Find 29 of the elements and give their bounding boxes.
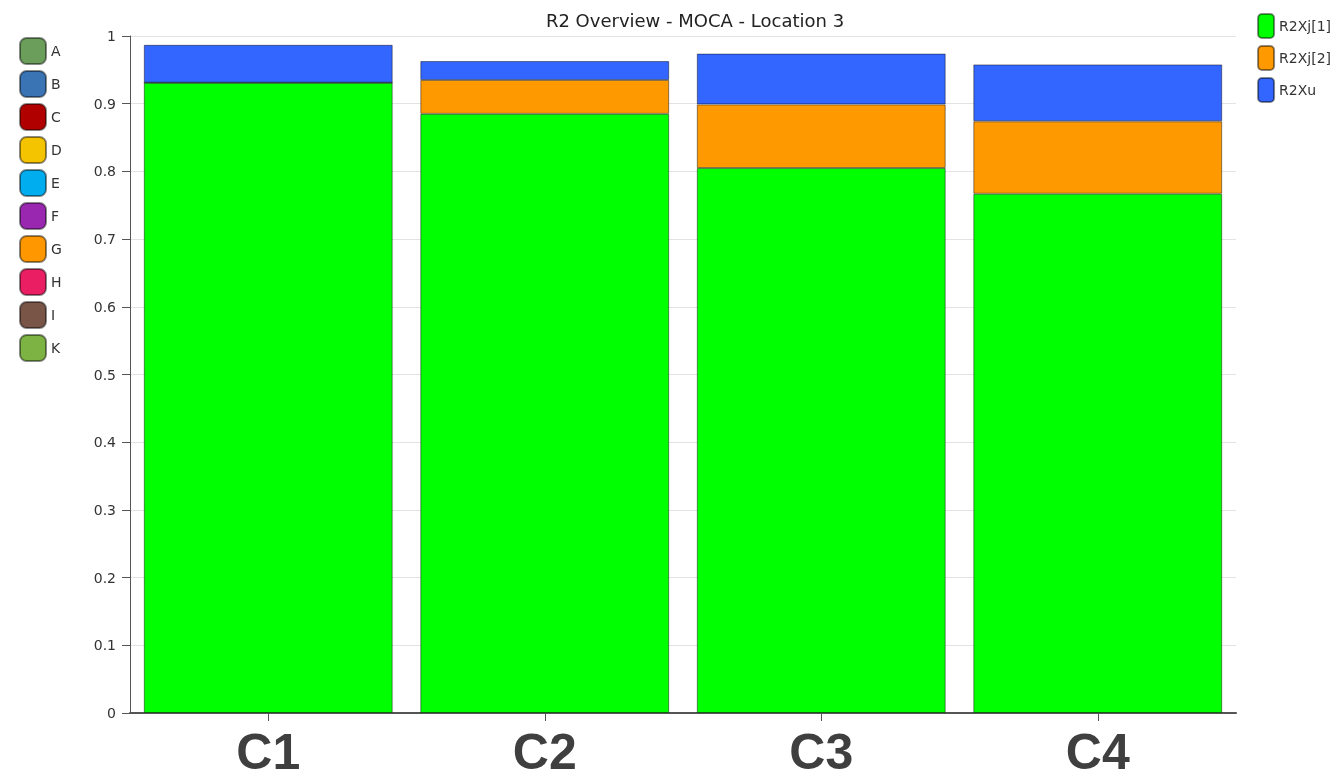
y-tick-label: 1 — [107, 28, 116, 44]
x-tick-label: C2 — [512, 724, 577, 779]
y-tick-label: 0.6 — [93, 298, 117, 315]
y-tick-label: 0.8 — [93, 163, 116, 180]
y-tick-label: 0.1 — [93, 637, 116, 654]
legend-label: R2Xj[2] — [1279, 50, 1332, 66]
legend-label: B — [51, 76, 61, 92]
legend-label: A — [51, 43, 61, 59]
x-tick-label: C4 — [1065, 724, 1130, 779]
legend-label: D — [51, 142, 62, 158]
legend-label: K — [51, 340, 61, 356]
legend-label: H — [51, 274, 62, 290]
y-tick-label: 0.7 — [93, 231, 116, 248]
y-tick-label: 0.2 — [93, 569, 116, 586]
y-tick-label: 0.4 — [93, 434, 117, 451]
legend-label: C — [51, 109, 61, 125]
x-tick-label: C3 — [789, 724, 854, 779]
y-tick-label: 0 — [107, 705, 116, 721]
legend-label: R2Xj[1] — [1279, 18, 1332, 34]
x-tick-label: C1 — [236, 724, 301, 779]
legend-label: E — [51, 175, 60, 191]
legend-label: I — [51, 307, 56, 323]
legend-label: G — [51, 241, 62, 257]
y-tick-label: 0.5 — [93, 366, 116, 383]
y-tick-label: 0.9 — [93, 95, 116, 112]
y-tick-label: 0.3 — [93, 501, 116, 518]
chart-title: R2 Overview - MOCA - Location 3 — [545, 9, 845, 31]
legend-label: R2Xu — [1279, 82, 1317, 98]
legend-label: F — [51, 208, 60, 224]
